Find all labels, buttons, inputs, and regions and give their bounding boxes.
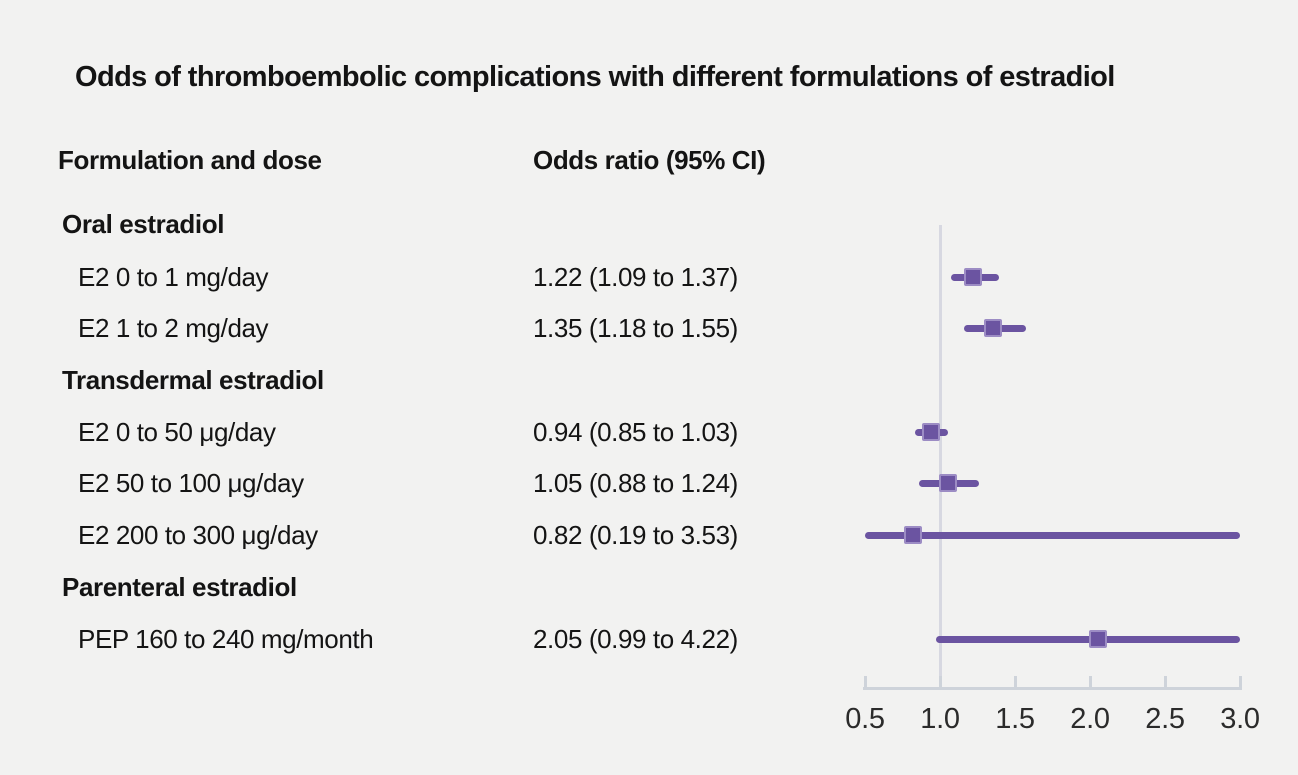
axis-tick-label: 2.5	[1145, 703, 1185, 735]
row-value: 1.05 (0.88 to 1.24)	[533, 468, 738, 498]
or-marker	[1088, 630, 1107, 648]
figure-title: Odds of thromboembolic complications wit…	[75, 61, 1115, 93]
reference-line	[938, 225, 942, 690]
row-value: 0.94 (0.85 to 1.03)	[533, 417, 738, 447]
row-label: E2 50 to 100 μg/day	[78, 468, 304, 498]
row-value: 1.22 (1.09 to 1.37)	[533, 262, 738, 292]
axis-tick-label: 1.0	[920, 703, 960, 735]
row-value: 2.05 (0.99 to 4.22)	[533, 624, 738, 654]
axis-tick-label: 1.5	[995, 703, 1035, 735]
axis-tick-label: 3.0	[1220, 703, 1260, 735]
section-heading: Parenteral estradiol	[62, 572, 297, 602]
axis-line	[863, 687, 1242, 690]
row-label: E2 0 to 50 μg/day	[78, 417, 276, 447]
row-label: E2 1 to 2 mg/day	[78, 313, 269, 343]
or-marker	[964, 268, 982, 286]
axis-tick-label: 0.5	[845, 703, 885, 735]
axis-tick	[1088, 676, 1092, 688]
axis-tick	[1013, 676, 1017, 688]
row-value: 0.82 (0.19 to 3.53)	[533, 520, 738, 550]
axis-tick	[1163, 676, 1167, 688]
row-value: 1.35 (1.18 to 1.55)	[533, 313, 738, 343]
or-marker	[922, 423, 940, 441]
ci-line	[865, 531, 1240, 539]
or-marker	[904, 526, 922, 544]
column-header-odds-ratio: Odds ratio (95% CI)	[533, 145, 766, 175]
ci-line	[935, 635, 1240, 643]
row-label: PEP 160 to 240 mg/month	[78, 624, 374, 654]
axis-tick	[938, 676, 942, 688]
axis-tick	[1238, 676, 1242, 688]
axis-tick-label: 2.0	[1070, 703, 1110, 735]
section-heading: Oral estradiol	[62, 209, 225, 239]
column-header-formulation: Formulation and dose	[58, 145, 322, 175]
row-label: E2 200 to 300 μg/day	[78, 520, 318, 550]
axis-tick	[863, 676, 867, 688]
or-marker	[983, 319, 1002, 337]
row-label: E2 0 to 1 mg/day	[78, 262, 269, 292]
or-marker	[938, 474, 957, 492]
section-heading: Transdermal estradiol	[62, 365, 324, 395]
